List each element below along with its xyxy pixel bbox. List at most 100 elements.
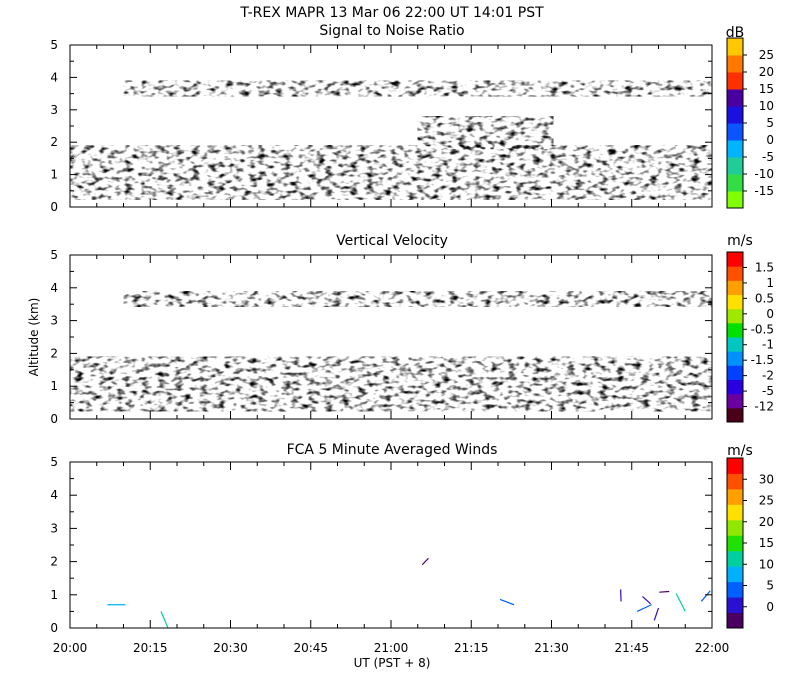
snr-echo-cell: [525, 172, 531, 176]
vv-echo-cell: [180, 404, 186, 409]
snr-echo-cell: [320, 187, 326, 191]
snr-echo-cell: [370, 163, 376, 167]
vv-echo-cell: [155, 380, 161, 385]
snr-echo-cell: [685, 163, 691, 167]
snr-echo-cell: [155, 187, 161, 191]
vv-echo-cell: [530, 395, 536, 400]
vv-echo-cell: [510, 365, 516, 370]
vv-echo-cell: [380, 368, 386, 373]
vv-echo-cell: [435, 377, 441, 382]
vv-echo-cell: [460, 371, 466, 376]
vv-echo-cell: [320, 389, 326, 394]
vv-echo-cell: [490, 371, 496, 376]
vv-echo-cell: [175, 407, 181, 412]
snr-echo-cell: [225, 196, 231, 200]
snr-echo-cell: [170, 187, 176, 191]
snr-echo-cell: [565, 187, 571, 191]
snr-echo-cell: [280, 151, 286, 155]
snr-echo-cell: [427, 122, 434, 126]
snr-echo-cell: [315, 169, 321, 173]
vv-echo-cell: [290, 389, 296, 394]
snr-echo-cell: [385, 187, 391, 191]
snr-echo-cell: [535, 193, 541, 197]
snr-echo-cell: [560, 178, 566, 182]
vv-echo-cell: [570, 362, 576, 367]
snr-echo-cell: [685, 145, 691, 149]
vv-echo-cell: [105, 389, 111, 394]
snr-echo-cell: [385, 163, 391, 167]
snr-echo-cell: [338, 92, 344, 97]
snr-echo-cell: [265, 169, 271, 173]
vv-echo-cell: [250, 392, 256, 397]
snr-echo-cell: [95, 145, 101, 149]
snr-echo-cell: [425, 178, 431, 182]
snr-echo-cell: [660, 190, 666, 194]
vv-echo-cell: [285, 401, 291, 406]
vv-echo-cell: [380, 380, 386, 385]
snr-echo-cell: [635, 175, 641, 179]
snr-echo-cell: [145, 175, 151, 179]
snr-echo-cell: [708, 80, 712, 85]
snr-echo-cell: [265, 151, 271, 155]
snr-echo-cell: [515, 154, 521, 158]
snr-echo-cell: [670, 193, 676, 197]
snr-echo-cell: [153, 83, 159, 88]
vv-echo-cell: [460, 380, 466, 385]
vv-echo-cell: [145, 356, 151, 361]
snr-echo-cell: [460, 148, 466, 152]
vv-echo-cell: [485, 374, 491, 379]
snr-echo-cell: [325, 157, 331, 161]
snr-echo-cell: [295, 163, 301, 167]
vv-echo-cell: [470, 392, 476, 397]
snr-echo-cell: [275, 187, 281, 191]
snr-echo-cell: [685, 175, 691, 179]
snr-echo-cell: [703, 89, 709, 94]
snr-echo-cell: [427, 137, 434, 141]
snr-echo-cell: [435, 148, 441, 152]
vv-echo-cell: [265, 386, 271, 391]
snr-echo-cell: [695, 160, 701, 164]
snr-echo-cell: [555, 172, 561, 176]
snr-echo-cell: [188, 89, 194, 94]
snr-echo-cell: [165, 181, 171, 185]
snr-echo-cell: [85, 196, 91, 200]
vv-echo-cell: [525, 386, 531, 391]
vv-echo-cell: [595, 374, 601, 379]
snr-echo-cell: [477, 146, 484, 150]
snr-echo-cell: [380, 148, 386, 152]
snr-echo-cell: [298, 80, 304, 85]
snr-echo-cell: [275, 178, 281, 182]
vv-echo-cell: [325, 395, 331, 400]
snr-echo-cell: [490, 187, 496, 191]
snr-echo-cell: [455, 193, 461, 197]
vv-echo-cell: [210, 386, 216, 391]
snr-echo-cell: [305, 145, 311, 149]
vv-echo-cell: [340, 404, 346, 409]
vv-echo-cell: [425, 377, 431, 382]
snr-echo-cell: [160, 154, 166, 158]
vv-echo-cell: [75, 362, 81, 367]
snr-echo-cell: [440, 193, 446, 197]
snr-echo-cell: [130, 166, 136, 170]
snr-echo-cell: [517, 125, 524, 129]
vv-echo-cell: [285, 386, 291, 391]
snr-echo-cell: [330, 187, 336, 191]
snr-echo-cell: [355, 145, 361, 149]
snr-echo-cell: [430, 184, 436, 188]
vv-echo-cell: [460, 374, 466, 379]
vv-echo-cell: [530, 380, 536, 385]
vv-echo-cell: [165, 359, 171, 364]
snr-echo-cell: [485, 181, 491, 185]
vv-echo-cell: [555, 407, 561, 412]
vv-echo-cell: [325, 377, 331, 382]
snr-echo-cell: [440, 175, 446, 179]
snr-echo-cell: [105, 151, 111, 155]
vv-echo-cell: [105, 365, 111, 370]
snr-echo-cell: [140, 184, 146, 188]
vv-echo-cell: [475, 383, 481, 388]
snr-echo-cell: [153, 86, 159, 91]
snr-echo-cell: [385, 166, 391, 170]
snr-echo-cell: [690, 190, 696, 194]
vv-echo-cell: [450, 401, 456, 406]
vv-echo-cell: [200, 404, 206, 409]
